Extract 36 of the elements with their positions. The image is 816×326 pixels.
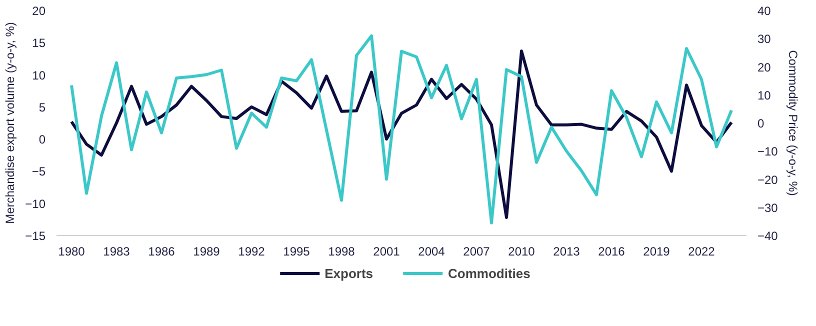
x-tick-label: 1983 <box>103 244 130 258</box>
y2-tick-label: −10 <box>758 144 778 159</box>
x-tick-label: 1980 <box>58 244 86 258</box>
y2-tick-label: −30 <box>758 200 778 215</box>
y-tick-label: −5 <box>32 164 46 179</box>
x-tick-label: 2001 <box>373 244 400 258</box>
y2-tick-label: −20 <box>758 172 778 187</box>
x-tick-label: 2010 <box>508 244 536 258</box>
x-tick-label: 2007 <box>463 244 490 258</box>
x-tick-label: 1995 <box>283 244 310 258</box>
legend-label: Commodities <box>448 266 530 280</box>
legend-label: Exports <box>324 266 374 280</box>
y-tick-label: 5 <box>38 100 46 114</box>
x-tick-label: 1998 <box>328 244 356 258</box>
x-tick-label: 2019 <box>643 244 670 258</box>
y-tick-label: 0 <box>38 132 46 147</box>
y-tick-label: 20 <box>32 4 46 18</box>
y2-tick-label: −40 <box>758 229 778 243</box>
y-axis-title: Merchandise export volume (y-o-y, %) <box>3 22 18 224</box>
y-tick-label: −15 <box>25 229 46 243</box>
x-tick-label: 2004 <box>418 244 446 258</box>
x-tick-label: 2022 <box>688 244 716 258</box>
y2-tick-label: 30 <box>758 32 772 46</box>
x-tick-label: 2013 <box>553 244 580 258</box>
x-tick-label: 2016 <box>598 244 626 258</box>
y-tick-label: −10 <box>25 196 46 211</box>
y2-tick-label: 20 <box>758 60 772 74</box>
y-tick-label: 10 <box>32 68 46 82</box>
y2-axis-title: Commodity Price (y-o-y, %) <box>786 50 800 196</box>
y2-tick-label: 0 <box>758 116 764 130</box>
y2-tick-label: 10 <box>758 88 772 102</box>
y-tick-label: 15 <box>32 36 46 50</box>
y2-tick-label: 40 <box>758 4 772 18</box>
x-tick-label: 1989 <box>193 244 220 258</box>
x-tick-label: 1986 <box>148 244 176 258</box>
x-tick-label: 1992 <box>238 244 266 258</box>
